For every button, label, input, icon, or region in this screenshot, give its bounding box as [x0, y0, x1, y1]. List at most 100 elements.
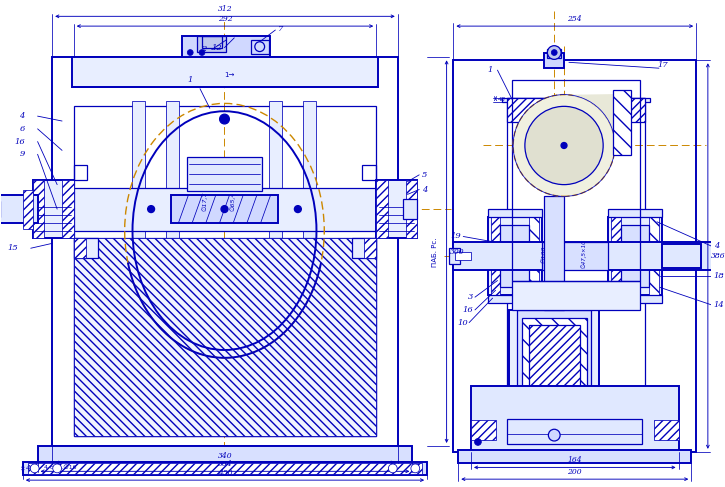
- Bar: [62, 180, 74, 239]
- Polygon shape: [573, 94, 629, 154]
- Bar: [491, 217, 500, 295]
- Text: ∅17,7: ∅17,7: [202, 191, 208, 211]
- Text: 48: 48: [497, 97, 505, 102]
- Bar: [512, 80, 640, 281]
- Bar: [74, 239, 376, 436]
- Bar: [471, 386, 679, 452]
- Bar: [453, 243, 725, 270]
- Circle shape: [513, 94, 615, 196]
- Bar: [74, 106, 376, 436]
- Bar: [500, 225, 529, 287]
- Text: 12: 12: [212, 44, 223, 52]
- Bar: [405, 180, 418, 239]
- Text: 164: 164: [568, 456, 582, 465]
- Bar: [74, 239, 99, 258]
- Text: 340: 340: [218, 451, 232, 460]
- Bar: [202, 36, 222, 48]
- Circle shape: [411, 464, 420, 473]
- Text: 450: 450: [218, 469, 232, 477]
- Text: 9: 9: [20, 150, 25, 158]
- Bar: [52, 57, 398, 446]
- Circle shape: [30, 464, 39, 473]
- Circle shape: [187, 50, 193, 56]
- Circle shape: [389, 464, 397, 473]
- Bar: [608, 295, 662, 303]
- Circle shape: [220, 114, 229, 124]
- Text: 7: 7: [278, 25, 283, 33]
- Bar: [544, 53, 564, 68]
- Bar: [197, 36, 226, 52]
- Bar: [38, 446, 413, 462]
- Bar: [613, 90, 631, 155]
- Bar: [507, 419, 642, 444]
- Circle shape: [551, 50, 558, 56]
- Bar: [376, 180, 388, 239]
- Text: 200: 200: [568, 468, 582, 476]
- Bar: [303, 101, 317, 431]
- Text: 15: 15: [7, 244, 18, 252]
- Text: 5: 5: [422, 171, 428, 179]
- Bar: [74, 239, 376, 436]
- Bar: [488, 209, 542, 217]
- Text: 2: 2: [202, 45, 207, 53]
- Bar: [488, 217, 542, 295]
- Bar: [509, 412, 643, 430]
- Text: 386: 386: [710, 252, 725, 260]
- Bar: [522, 318, 587, 418]
- Circle shape: [148, 206, 154, 212]
- Bar: [72, 57, 378, 87]
- Bar: [365, 239, 376, 258]
- Circle shape: [221, 206, 228, 212]
- Bar: [402, 199, 418, 219]
- Text: ∅100: ∅100: [542, 245, 547, 263]
- Text: 1: 1: [188, 76, 193, 84]
- Text: ПАБ. Рс.: ПАБ. Рс.: [432, 237, 438, 267]
- Text: 4: 4: [20, 112, 25, 120]
- Text: 14: 14: [713, 301, 724, 309]
- Bar: [608, 209, 662, 217]
- Circle shape: [53, 464, 62, 473]
- Text: 312: 312: [218, 5, 232, 13]
- Bar: [74, 187, 376, 231]
- Bar: [517, 310, 592, 422]
- Bar: [542, 243, 608, 270]
- Bar: [649, 217, 659, 295]
- Circle shape: [474, 439, 481, 446]
- Text: 10: 10: [457, 318, 468, 327]
- Text: 17: 17: [657, 61, 668, 69]
- Bar: [183, 36, 270, 57]
- Text: 292: 292: [218, 15, 232, 23]
- Bar: [515, 440, 593, 445]
- Circle shape: [254, 42, 265, 52]
- Text: 16: 16: [463, 306, 473, 314]
- Circle shape: [561, 143, 567, 149]
- Text: ∅47,5×10: ∅47,5×10: [581, 240, 587, 268]
- Text: 4: 4: [422, 186, 428, 193]
- Bar: [662, 244, 701, 268]
- Circle shape: [199, 50, 205, 56]
- Text: 4: 4: [713, 242, 719, 250]
- Bar: [74, 165, 88, 180]
- Text: 254: 254: [568, 15, 582, 23]
- Bar: [509, 310, 600, 430]
- Bar: [455, 252, 471, 260]
- Bar: [547, 49, 561, 58]
- Bar: [23, 189, 33, 229]
- Text: 4 отв.∅16: 4 отв.∅16: [44, 465, 77, 470]
- Bar: [502, 97, 650, 102]
- Bar: [28, 463, 422, 474]
- Bar: [131, 101, 145, 431]
- Bar: [166, 101, 180, 431]
- Bar: [251, 40, 268, 54]
- Bar: [544, 196, 564, 310]
- Bar: [471, 420, 495, 440]
- Bar: [458, 450, 691, 464]
- Bar: [268, 101, 282, 431]
- Text: 6: 6: [20, 125, 25, 133]
- Text: 18: 18: [713, 272, 724, 280]
- Text: ∅65,4: ∅65,4: [230, 191, 235, 211]
- Bar: [488, 295, 542, 303]
- Bar: [352, 239, 376, 258]
- Bar: [608, 217, 662, 295]
- Text: 40: 40: [26, 466, 35, 471]
